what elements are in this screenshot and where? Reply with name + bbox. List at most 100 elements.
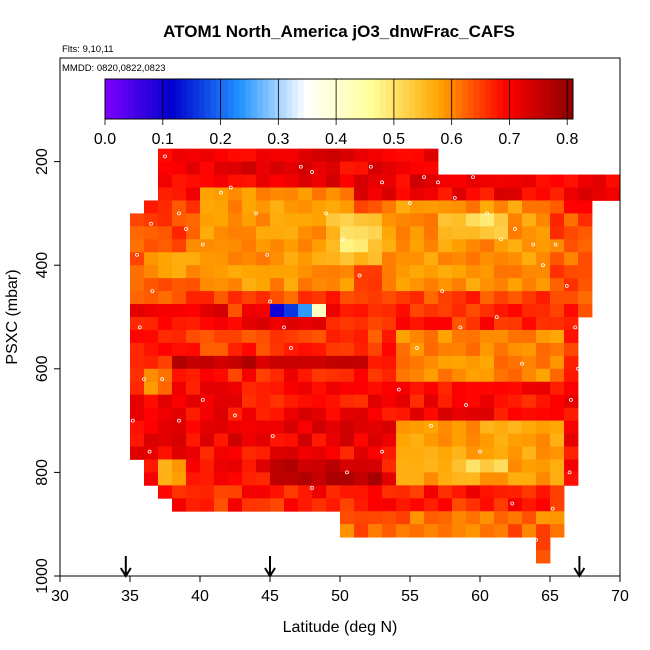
heatmap-cell bbox=[396, 239, 411, 253]
heatmap-cell bbox=[578, 265, 593, 279]
heatmap-cell bbox=[284, 213, 299, 227]
heatmap-cell bbox=[508, 200, 523, 214]
heatmap-cell bbox=[326, 200, 341, 214]
heatmap-cell bbox=[424, 407, 439, 421]
heatmap-cell bbox=[438, 459, 453, 473]
heatmap-cell bbox=[130, 304, 145, 318]
heatmap-cell bbox=[480, 252, 495, 266]
heatmap-cell bbox=[410, 498, 425, 512]
heatmap-cell bbox=[396, 200, 411, 214]
heatmap-cell bbox=[242, 446, 257, 460]
heatmap-cell bbox=[522, 200, 537, 214]
flight-track-point bbox=[144, 175, 149, 180]
colorbar-segment bbox=[444, 79, 451, 119]
heatmap-cell bbox=[382, 511, 397, 525]
heatmap-cell bbox=[522, 291, 537, 305]
heatmap-cell bbox=[340, 239, 355, 253]
heatmap-cell bbox=[578, 226, 593, 240]
heatmap-cell bbox=[186, 161, 201, 175]
heatmap-cell bbox=[158, 381, 173, 396]
heatmap-cell bbox=[144, 420, 159, 434]
heatmap-cell bbox=[536, 317, 551, 331]
heatmap-cell bbox=[410, 213, 425, 227]
heatmap-cell bbox=[466, 446, 481, 460]
heatmap-cell bbox=[508, 381, 523, 396]
heatmap-cell bbox=[452, 355, 467, 370]
colorbar-segment bbox=[432, 79, 439, 119]
x-tick-label: 50 bbox=[331, 588, 349, 605]
heatmap-cell bbox=[172, 355, 187, 370]
heatmap-cell bbox=[536, 304, 551, 318]
x-axis: 30 35 40 45 50 55 60 65 70 bbox=[51, 576, 629, 605]
colorbar-segment bbox=[438, 79, 445, 119]
colorbar-segment bbox=[526, 79, 533, 119]
heatmap-cell bbox=[466, 291, 481, 305]
heatmap-cell bbox=[242, 161, 257, 175]
heatmap-cell bbox=[466, 407, 481, 421]
heatmap-cell bbox=[452, 278, 467, 292]
heatmap-cell bbox=[424, 511, 439, 525]
heatmap-cell bbox=[480, 304, 495, 318]
heatmap-cell bbox=[200, 252, 215, 266]
heatmap-cell bbox=[550, 226, 565, 240]
heatmap-cell bbox=[536, 550, 551, 564]
heatmap-cell bbox=[396, 265, 411, 279]
heatmap-cell bbox=[130, 317, 145, 331]
heatmap-cell bbox=[214, 161, 229, 175]
colorbar-segment bbox=[227, 79, 235, 119]
heatmap-cell bbox=[284, 329, 299, 344]
heatmap-cell bbox=[284, 174, 299, 188]
flight-track-point bbox=[177, 211, 181, 216]
heatmap-cell bbox=[200, 459, 215, 473]
heatmap-cell bbox=[172, 446, 187, 460]
heatmap-cell bbox=[382, 252, 397, 266]
heatmap-cell bbox=[438, 187, 453, 201]
heatmap-cell bbox=[144, 459, 159, 473]
heatmap-cell bbox=[270, 239, 285, 253]
heatmap-cell bbox=[228, 459, 243, 473]
heatmap-cell bbox=[410, 407, 425, 421]
heatmap-cell bbox=[494, 459, 509, 473]
heatmap-cell bbox=[424, 317, 439, 331]
heatmap-cell bbox=[200, 381, 215, 396]
heatmap-cell bbox=[200, 433, 215, 447]
flight-track-point bbox=[310, 170, 314, 174]
heatmap-cell bbox=[368, 291, 383, 305]
heatmap-cell bbox=[480, 174, 495, 188]
heatmap-cell bbox=[312, 433, 327, 447]
heatmap-cell bbox=[172, 407, 187, 421]
heatmap-cell bbox=[424, 213, 439, 227]
heatmap-cell bbox=[186, 213, 201, 227]
heatmap-cell bbox=[368, 239, 383, 253]
heatmap-cell bbox=[270, 407, 285, 421]
heatmap-cell bbox=[200, 342, 215, 357]
heatmap-cell bbox=[536, 459, 551, 473]
heatmap-cell bbox=[298, 239, 313, 253]
flight-track-point bbox=[228, 185, 233, 190]
heatmap-cell bbox=[522, 252, 537, 266]
heatmap-cell bbox=[424, 459, 439, 473]
heatmap-cell bbox=[522, 524, 537, 538]
heatmap-cell bbox=[326, 213, 341, 227]
heatmap-cell bbox=[424, 278, 439, 292]
heatmap-cell bbox=[312, 381, 327, 396]
heatmap-cell bbox=[536, 226, 551, 240]
heatmap-cell bbox=[214, 200, 229, 214]
heatmap-cell bbox=[256, 174, 271, 188]
colorbar-segment bbox=[251, 79, 258, 119]
heatmap-cell bbox=[550, 174, 565, 188]
colorbar-segment bbox=[181, 79, 188, 119]
heatmap-cell bbox=[256, 317, 271, 331]
flight-track-point bbox=[396, 387, 401, 392]
heatmap-cell bbox=[130, 368, 145, 383]
colorbar-segment bbox=[128, 79, 135, 119]
heatmap-cell bbox=[214, 239, 229, 253]
heatmap-cell bbox=[522, 498, 537, 512]
heatmap-cell bbox=[228, 291, 243, 305]
heatmap-cell bbox=[186, 459, 201, 473]
heatmap-cell bbox=[480, 187, 495, 201]
heatmap-cell bbox=[200, 472, 215, 486]
heatmap-cell bbox=[256, 329, 271, 344]
heatmap-cell bbox=[382, 200, 397, 214]
heatmap-cell bbox=[410, 511, 425, 525]
